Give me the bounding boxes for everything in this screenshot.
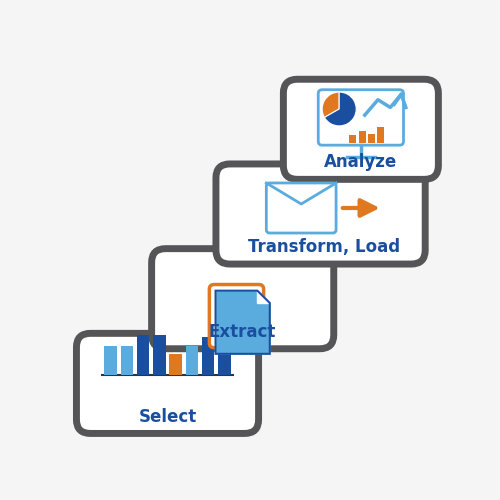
Bar bbox=[202, 337, 214, 376]
Bar bbox=[104, 346, 117, 376]
Wedge shape bbox=[322, 92, 339, 118]
Bar bbox=[218, 329, 230, 376]
Bar bbox=[358, 130, 366, 143]
Bar bbox=[120, 346, 133, 376]
FancyBboxPatch shape bbox=[76, 334, 258, 434]
Text: Select: Select bbox=[138, 408, 196, 426]
Bar bbox=[368, 134, 375, 143]
FancyBboxPatch shape bbox=[266, 183, 336, 233]
Bar bbox=[349, 135, 356, 143]
Wedge shape bbox=[324, 92, 356, 126]
Polygon shape bbox=[258, 290, 270, 303]
Bar bbox=[170, 354, 182, 376]
Polygon shape bbox=[216, 290, 270, 354]
Bar bbox=[137, 336, 149, 376]
Bar bbox=[377, 128, 384, 143]
Bar bbox=[153, 336, 166, 376]
Text: Analyze: Analyze bbox=[324, 154, 398, 172]
FancyBboxPatch shape bbox=[210, 284, 264, 348]
Text: Extract: Extract bbox=[209, 323, 276, 341]
FancyBboxPatch shape bbox=[216, 164, 425, 264]
FancyBboxPatch shape bbox=[318, 90, 404, 145]
Bar bbox=[186, 346, 198, 376]
Text: Transform, Load: Transform, Load bbox=[248, 238, 400, 256]
FancyBboxPatch shape bbox=[152, 248, 334, 349]
FancyBboxPatch shape bbox=[284, 79, 438, 180]
